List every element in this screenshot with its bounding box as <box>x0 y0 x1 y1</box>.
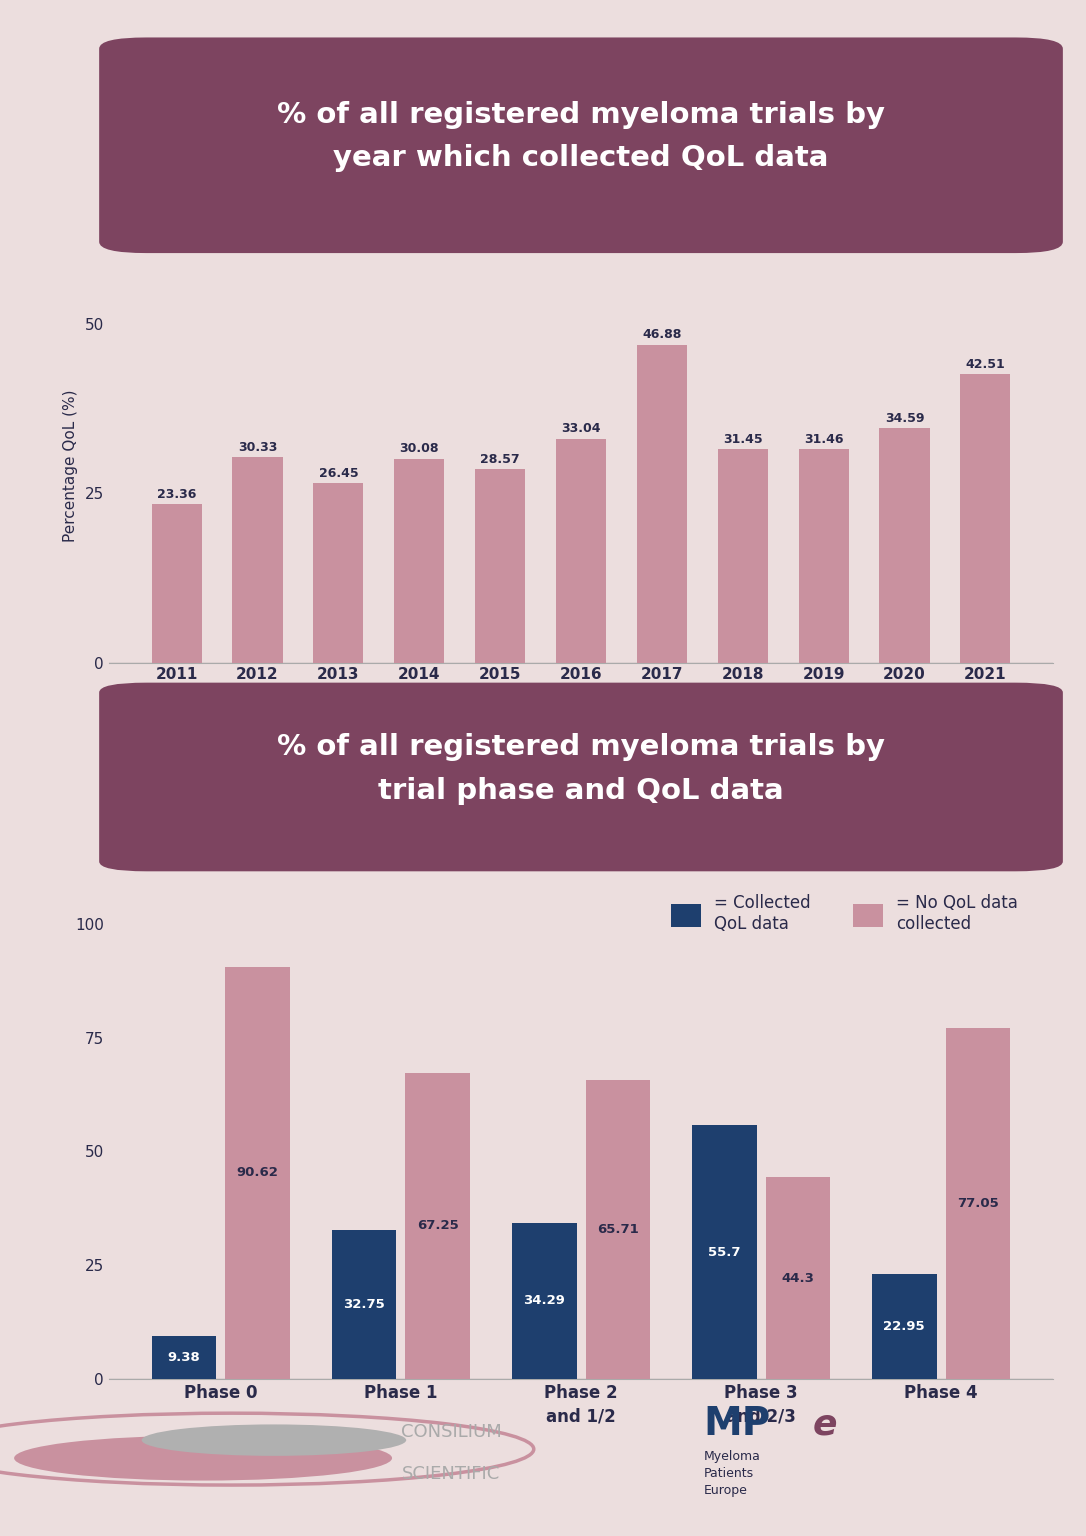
Bar <box>718 450 768 662</box>
Bar <box>394 459 444 662</box>
Circle shape <box>14 1436 392 1481</box>
Bar <box>313 484 364 662</box>
Text: % of all registered myeloma trials by
year which collected QoL data: % of all registered myeloma trials by ye… <box>277 100 885 172</box>
Text: Myeloma
Patients
Europe: Myeloma Patients Europe <box>704 1450 760 1498</box>
Text: 22.95: 22.95 <box>883 1319 925 1333</box>
Bar <box>405 1072 470 1379</box>
Bar <box>798 450 849 662</box>
Text: 23.36: 23.36 <box>157 488 197 501</box>
Text: 34.59: 34.59 <box>885 412 924 425</box>
Text: 28.57: 28.57 <box>480 453 520 465</box>
FancyBboxPatch shape <box>99 682 1063 871</box>
Text: 30.08: 30.08 <box>400 442 439 455</box>
Bar <box>226 966 290 1379</box>
Circle shape <box>141 1424 406 1456</box>
Text: 31.46: 31.46 <box>804 433 844 445</box>
Text: 67.25: 67.25 <box>417 1220 458 1232</box>
Text: 90.62: 90.62 <box>237 1166 279 1180</box>
Legend: = Collected
QoL data, = No QoL data
collected: = Collected QoL data, = No QoL data coll… <box>662 886 1026 942</box>
Text: 44.3: 44.3 <box>782 1272 814 1284</box>
Text: MP: MP <box>704 1405 771 1444</box>
Bar <box>512 1223 577 1379</box>
FancyBboxPatch shape <box>99 37 1063 253</box>
Text: 26.45: 26.45 <box>318 467 358 479</box>
Text: 31.45: 31.45 <box>723 433 762 445</box>
Bar <box>880 429 930 662</box>
Bar <box>960 375 1010 662</box>
Text: CONSILIUM: CONSILIUM <box>402 1424 502 1441</box>
Bar <box>475 468 526 662</box>
Text: e: e <box>812 1407 837 1441</box>
Bar <box>152 504 202 662</box>
Bar <box>636 346 687 662</box>
Bar <box>585 1080 651 1379</box>
Y-axis label: Percentage QoL (%): Percentage QoL (%) <box>63 390 77 542</box>
Text: 42.51: 42.51 <box>965 358 1006 372</box>
Text: 32.75: 32.75 <box>343 1298 384 1310</box>
Text: % of all registered myeloma trials by
trial phase and QoL data: % of all registered myeloma trials by tr… <box>277 733 885 805</box>
Bar <box>331 1230 396 1379</box>
Text: 9.38: 9.38 <box>167 1352 200 1364</box>
Text: 33.04: 33.04 <box>561 422 601 435</box>
Text: 46.88: 46.88 <box>642 329 682 341</box>
Text: SCIENTIFIC: SCIENTIFIC <box>402 1465 500 1482</box>
Bar <box>766 1177 831 1379</box>
Text: 30.33: 30.33 <box>238 441 277 453</box>
Text: 34.29: 34.29 <box>523 1295 565 1307</box>
Bar <box>556 439 606 662</box>
Bar <box>152 1336 216 1379</box>
Text: 77.05: 77.05 <box>957 1197 999 1210</box>
Bar <box>872 1275 936 1379</box>
Bar <box>692 1126 757 1379</box>
Text: 65.71: 65.71 <box>597 1223 639 1236</box>
Bar <box>946 1028 1010 1379</box>
Text: 55.7: 55.7 <box>708 1246 741 1258</box>
Bar <box>232 458 282 662</box>
